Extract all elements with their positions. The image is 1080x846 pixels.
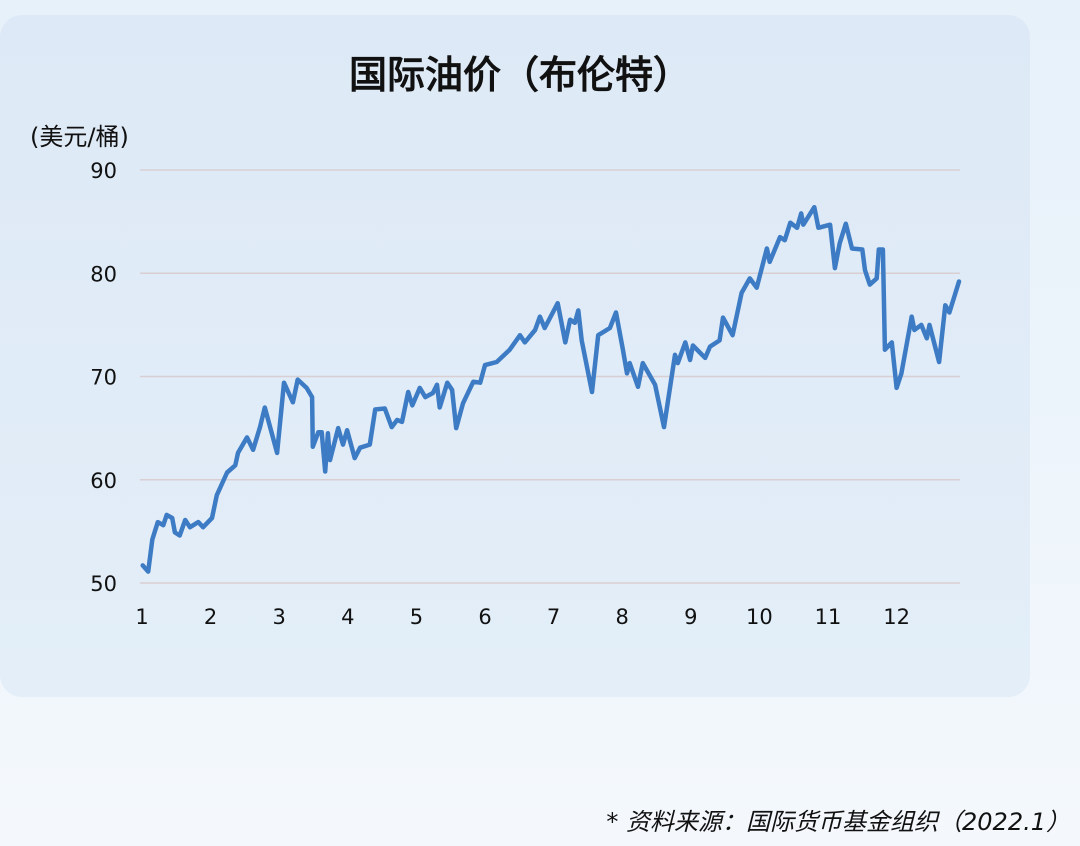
x-tick-label: 2 xyxy=(204,605,217,629)
x-tick-label: 12 xyxy=(883,605,910,629)
x-tick-label: 4 xyxy=(341,605,354,629)
x-tick-label: 11 xyxy=(815,605,842,629)
price-line xyxy=(140,204,962,574)
y-tick-label: 80 xyxy=(90,262,117,286)
y-tick-label: 70 xyxy=(90,366,117,390)
x-tick-label: 8 xyxy=(616,605,629,629)
x-tick-label: 7 xyxy=(547,605,560,629)
y-tick-label: 50 xyxy=(90,572,117,596)
source-footnote: * 资料来源：国际货币基金组织（2022.1） xyxy=(606,808,1070,836)
x-tick-label: 10 xyxy=(746,605,773,629)
x-tick-label: 1 xyxy=(135,605,148,629)
x-tick-label: 6 xyxy=(478,605,491,629)
x-tick-label: 3 xyxy=(273,605,286,629)
x-tick-label: 9 xyxy=(684,605,697,629)
y-tick-label: 90 xyxy=(90,159,117,183)
y-tick-label: 60 xyxy=(90,469,117,493)
x-tick-label: 5 xyxy=(410,605,423,629)
y-axis-unit-label: (美元/桶) xyxy=(30,123,129,151)
chart-title: 国际油价（布伦特） xyxy=(348,53,691,97)
